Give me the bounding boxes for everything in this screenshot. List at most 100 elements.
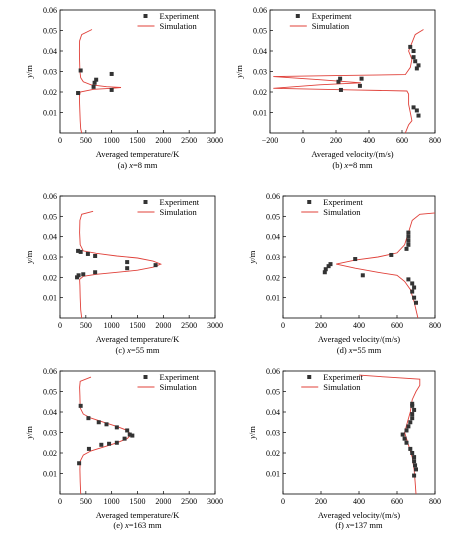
y-tick-label: 0.04	[43, 408, 57, 417]
x-tick-label: 3000	[207, 497, 223, 506]
experiment-point	[410, 281, 415, 286]
y-tick-label: 0.04	[43, 233, 57, 242]
x-tick-label: −200	[262, 136, 279, 145]
y-axis-label: y/m	[247, 426, 257, 440]
y-tick-label: 0.04	[266, 408, 280, 417]
experiment-point	[322, 270, 327, 275]
y-axis-label-unit: /m	[247, 250, 257, 259]
y-tick-label: 0.04	[43, 47, 57, 56]
experiment-point	[404, 428, 409, 433]
experiment-point	[410, 412, 415, 417]
experiment-point	[127, 432, 132, 437]
experiment-point	[410, 451, 415, 455]
x-tick-label: 0	[58, 136, 62, 145]
y-axis-label-var: y	[24, 435, 34, 440]
caption-rest: =8 mm	[348, 160, 373, 170]
y-axis-label: y/m	[24, 250, 34, 264]
y-tick-label: 0.01	[43, 109, 57, 118]
x-tick-label: 2500	[181, 321, 197, 330]
x-tick-label: 400	[353, 321, 365, 330]
experiment-point	[406, 230, 411, 235]
x-tick-label: 3000	[207, 321, 223, 330]
y-tick-label: 0.05	[43, 212, 57, 221]
x-tick-label: 3000	[207, 136, 223, 145]
experiment-point	[406, 277, 411, 282]
legend-experiment-marker	[143, 14, 148, 18]
y-tick-label: 0.01	[253, 109, 267, 118]
x-tick-label: 500	[80, 321, 92, 330]
y-tick-label: 0.01	[43, 294, 57, 303]
legend-experiment-label: Experiment	[323, 197, 363, 207]
y-axis-label-unit: /m	[24, 426, 34, 435]
caption-var: x	[126, 345, 131, 355]
experiment-point	[414, 66, 419, 71]
experiment-point	[93, 270, 98, 275]
simulation-line	[78, 29, 122, 133]
experiment-point	[412, 455, 417, 460]
caption-prefix: (d)	[337, 345, 349, 355]
x-tick-label: 2500	[181, 136, 197, 145]
x-tick-label: 800	[429, 136, 441, 145]
y-tick-label: 0.02	[253, 88, 267, 97]
y-tick-label: 0.01	[266, 470, 280, 479]
y-axis-label-unit: /m	[24, 65, 34, 74]
x-tick-label: 600	[391, 321, 403, 330]
experiment-point	[153, 263, 158, 268]
x-tick-label: 1500	[130, 136, 146, 145]
x-tick-label: 0	[58, 497, 62, 506]
experiment-point	[412, 459, 417, 464]
y-axis-label-unit: /m	[247, 426, 257, 435]
x-tick-label: 400	[353, 497, 365, 506]
legend-simulation-label: Simulation	[312, 21, 350, 31]
caption-rest: =8 mm	[133, 160, 158, 170]
experiment-point	[408, 446, 413, 451]
caption-var: x	[128, 160, 133, 170]
caption-rest: =137 mm	[350, 520, 383, 530]
experiment-point	[413, 463, 418, 468]
caption-rest: =55 mm	[131, 345, 160, 355]
experiment-point	[122, 436, 127, 441]
experiment-point	[99, 442, 104, 447]
simulation-line	[273, 29, 424, 133]
x-axis-label: Averaged temperature/K	[96, 510, 180, 520]
experiment-point	[85, 251, 90, 256]
y-tick-label: 0.04	[266, 233, 280, 242]
experiment-point	[414, 300, 418, 305]
caption-prefix: (c)	[116, 345, 128, 355]
experiment-point	[93, 253, 98, 258]
panel-caption: (f) x=137 mm	[335, 520, 383, 530]
experiment-point	[86, 446, 91, 451]
legend-experiment-marker	[295, 14, 300, 18]
experiment-point	[94, 77, 99, 82]
x-tick-label: 1000	[104, 136, 120, 145]
experiment-point	[323, 267, 328, 272]
y-tick-label: 0.05	[43, 388, 57, 397]
experiment-point	[412, 295, 417, 300]
experiment-point	[78, 403, 83, 408]
y-axis-label-var: y	[24, 259, 34, 264]
experiment-point	[76, 248, 81, 253]
x-axis-label: Averaged velocity/(m/s)	[311, 149, 393, 159]
experiment-point	[404, 440, 409, 445]
experiment-point	[336, 79, 341, 84]
chart-panel-b: −200 0 200 400 600 800 0.01 0.02 0.03 0.04 0.05 0.0…	[234, 6, 441, 170]
experiment-point	[76, 91, 81, 96]
experiment-point	[91, 84, 96, 89]
caption-prefix: (e)	[113, 520, 125, 530]
chart-panel-f: 0 200 400 600 800 0.01 0.02 0.03 0.04 0.05 0.06 Ave…	[247, 367, 441, 530]
caption-var: x	[343, 160, 348, 170]
experiment-point	[130, 433, 135, 438]
y-tick-label: 0.02	[43, 449, 57, 458]
experiment-point	[408, 44, 413, 49]
legend-simulation-label: Simulation	[160, 207, 198, 217]
simulation-line	[358, 374, 421, 494]
y-tick-label: 0.03	[266, 253, 280, 262]
x-tick-label: 500	[80, 497, 92, 506]
y-tick-label: 0.05	[253, 27, 267, 36]
experiment-point	[328, 262, 333, 267]
legend-experiment-marker	[307, 200, 312, 204]
experiment-point	[125, 266, 130, 271]
experiment-point	[411, 49, 416, 53]
y-tick-label: 0.04	[253, 47, 267, 56]
x-tick-label: 2000	[155, 497, 171, 506]
